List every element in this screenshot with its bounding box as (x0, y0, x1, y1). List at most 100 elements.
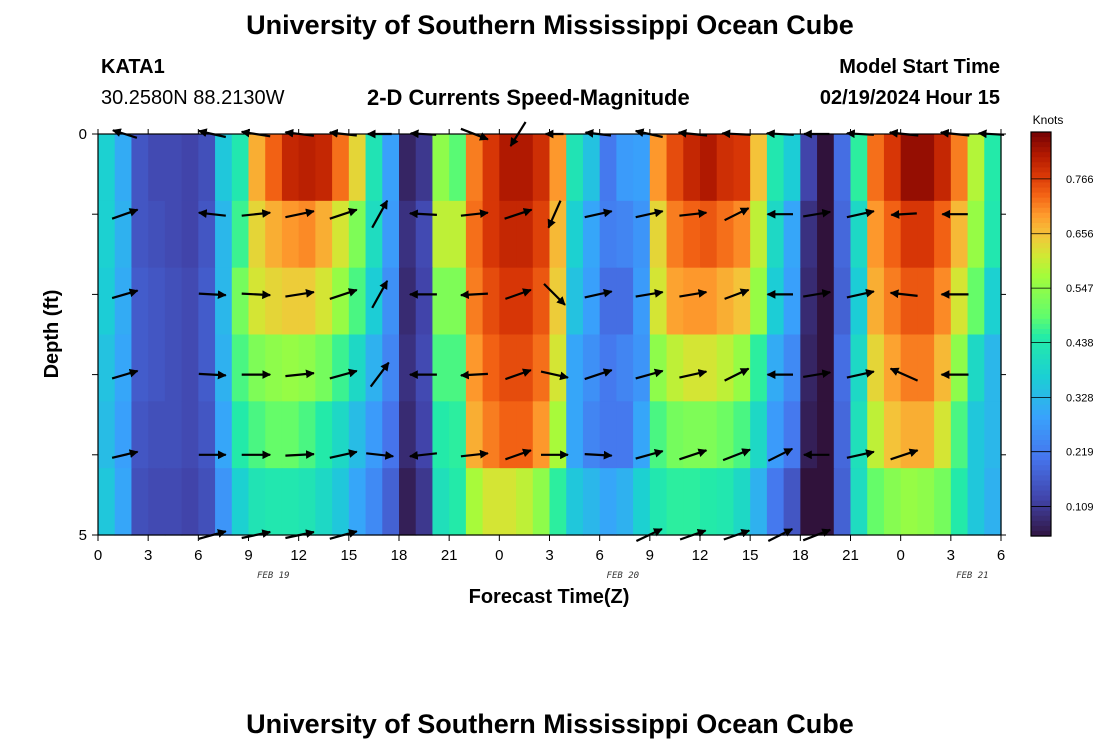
heat-cell (332, 468, 350, 536)
heat-cell (599, 401, 617, 469)
heat-cell (549, 334, 567, 402)
heat-cell (716, 334, 735, 402)
heat-cell (967, 334, 985, 402)
heat-cell (231, 334, 250, 402)
heat-cell (415, 401, 434, 469)
heat-cell (449, 134, 467, 202)
heat-cell (231, 267, 250, 336)
heat-cell (248, 200, 266, 269)
current-arrow (505, 448, 532, 461)
heat-cell (265, 134, 283, 202)
heat-cell (181, 200, 199, 269)
heat-cell (850, 401, 868, 469)
heat-cell (766, 468, 785, 536)
heat-cell (616, 267, 634, 336)
heat-cell (599, 267, 617, 336)
colorbar-step (1031, 334, 1051, 340)
date-label: FEB 19 (257, 571, 290, 581)
colorbar-step (1031, 440, 1051, 446)
heat-cell (148, 200, 166, 269)
heat-cell (148, 401, 166, 469)
heat-cell (298, 200, 316, 269)
heat-cell (415, 334, 434, 402)
heat-cell (148, 267, 166, 336)
x-tick-label: 18 (391, 547, 408, 564)
colorbar-step (1031, 253, 1051, 259)
colorbar-frame (1030, 131, 1052, 537)
heat-cell (666, 134, 684, 202)
heat-cell (432, 200, 450, 269)
colorbar-step (1031, 450, 1051, 456)
heat-cell (164, 334, 183, 402)
page-title: University of Southern Mississippi Ocean… (246, 10, 854, 40)
heat-cell (984, 134, 1002, 202)
colorbar-tick-label: 0.766 (1066, 174, 1094, 186)
heat-cell (582, 334, 601, 402)
heat-cell (164, 468, 183, 536)
heat-cell (800, 334, 818, 402)
heat-cell (298, 468, 316, 536)
heat-cell (750, 267, 768, 336)
heat-cell (499, 401, 517, 469)
colorbar-step (1031, 419, 1051, 426)
current-arrow (111, 208, 139, 220)
heat-cell (716, 468, 735, 536)
heat-cell (750, 334, 768, 402)
station-id: KATA1 (101, 56, 165, 78)
current-arrow (722, 448, 751, 462)
heat-cell (700, 401, 718, 469)
heat-cell (616, 401, 634, 469)
heat-cell (549, 134, 567, 202)
current-arrow (366, 451, 395, 460)
heat-cell (114, 134, 133, 202)
heat-cell (950, 401, 969, 469)
current-arrow (584, 288, 613, 299)
x-tick-label: 6 (997, 547, 1005, 564)
heat-cell (365, 334, 383, 402)
heat-cell (164, 134, 183, 202)
bottom-title: University of Southern Mississippi Ocean… (246, 709, 854, 739)
current-arrow (635, 208, 664, 219)
heat-cell (867, 134, 885, 202)
heat-cell (683, 401, 701, 469)
heat-cell (716, 134, 735, 202)
colorbar-step (1031, 222, 1051, 229)
current-arrow (111, 288, 139, 300)
heat-cell (700, 334, 718, 402)
heat-cell (215, 401, 233, 469)
heat-cell (148, 468, 166, 536)
heat-cell (231, 200, 250, 269)
colorbar-step (1031, 500, 1051, 507)
heat-cell (716, 200, 735, 269)
heat-cell (850, 267, 868, 336)
heat-cell (800, 134, 818, 202)
colorbar-step (1031, 318, 1051, 325)
current-arrow (679, 448, 708, 461)
heat-cell (800, 267, 818, 336)
heat-cell (566, 468, 584, 536)
heat-cell (131, 134, 149, 202)
heat-cell (967, 200, 985, 269)
heat-cell (850, 134, 868, 202)
heat-cell (114, 267, 133, 336)
heat-cell (465, 401, 484, 469)
x-tick-label: 18 (792, 547, 809, 564)
heat-cell (733, 401, 751, 469)
heat-cell (850, 334, 868, 402)
heat-cell (198, 401, 216, 469)
heat-cell (432, 267, 450, 336)
heat-cell (582, 468, 601, 536)
current-arrow (846, 288, 875, 299)
heat-cell (934, 134, 952, 202)
colorbar-step (1031, 202, 1051, 209)
heat-cell (817, 134, 835, 202)
heat-cell (833, 267, 852, 336)
heat-cell (348, 134, 367, 202)
heat-cell (131, 267, 149, 336)
colorbar-step (1031, 369, 1051, 375)
heat-cell (215, 468, 233, 536)
heat-cell (566, 334, 584, 402)
colorbar-step (1031, 313, 1051, 320)
heat-cell (800, 468, 818, 536)
heat-cell (532, 200, 551, 269)
